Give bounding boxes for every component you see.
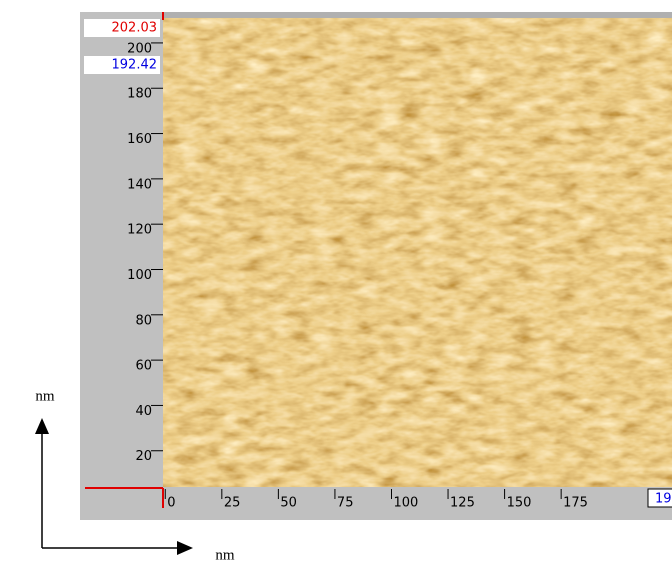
y-unit: nm (35, 388, 55, 404)
plot: 20 40 60 80 100 120 140 160 180 200 0 25 50 75 100 125 1… (127, 18, 672, 511)
x-tick-label: 25 (224, 496, 241, 511)
top-strip (163, 12, 672, 18)
y-tick-label: 180 (127, 87, 152, 102)
y-tick-label: 20 (135, 449, 152, 464)
x-cursor-value: 19 (655, 492, 672, 507)
y-tick-label: 60 (135, 359, 152, 374)
screenshot: 20 40 60 80 100 120 140 160 180 200 0 25 50 75 100 125 1… (0, 0, 672, 567)
y-tick-label: 100 (127, 268, 152, 283)
y-tick-label: 160 (127, 132, 152, 147)
y-tick-label: 140 (127, 177, 152, 192)
x-tick-label: 150 (507, 496, 532, 511)
cursor-top-value: 202.03 (112, 21, 158, 36)
x-tick-label: 125 (450, 496, 475, 511)
x-tick-label: 0 (167, 496, 175, 511)
x-unit: nm (215, 547, 235, 563)
y-tick-label: 80 (135, 313, 152, 328)
cursor-bottom-value: 192.42 (112, 58, 158, 73)
y-tick-label: 40 (135, 404, 152, 419)
x-tick-label: 75 (337, 496, 354, 511)
y-tick-label: 200 (127, 41, 152, 56)
x-tick-label: 100 (393, 496, 418, 511)
afm-image (163, 18, 672, 487)
x-tick-label: 175 (563, 496, 588, 511)
x-arrow-head (177, 541, 193, 555)
y-tick-label: 120 (127, 223, 152, 238)
x-tick-label: 50 (280, 496, 297, 511)
y-arrow-head (35, 418, 49, 434)
